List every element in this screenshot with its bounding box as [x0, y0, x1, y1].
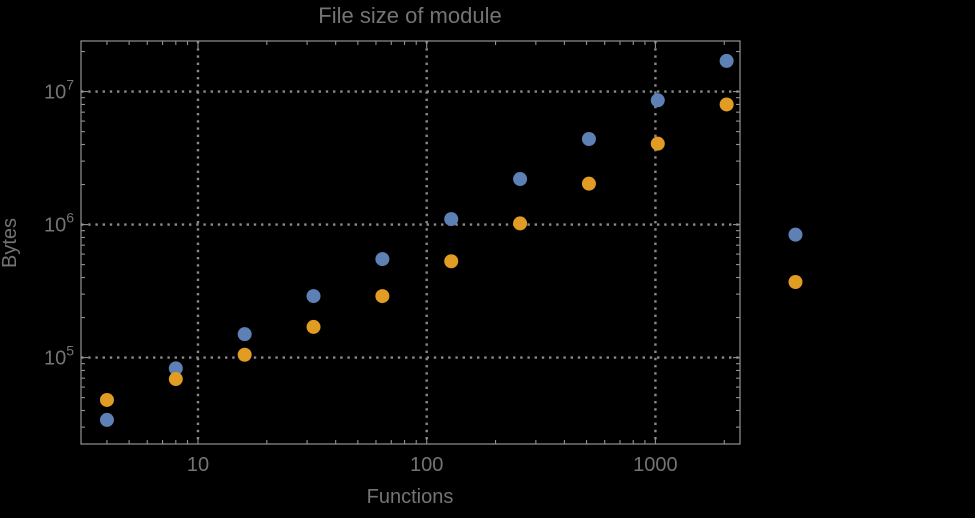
- data-point-blue-x16: [237, 327, 252, 342]
- data-point-orange-x512: [581, 176, 596, 191]
- x-tick-label-10: 10: [187, 454, 209, 476]
- data-point-blue-x64: [375, 252, 390, 267]
- data-point-blue-x4096: [788, 227, 803, 242]
- y-tick-label-10e5: 105: [44, 343, 74, 370]
- y-tick-exponent: 6: [66, 210, 74, 226]
- data-point-orange-x2048: [719, 97, 734, 112]
- data-point-orange-x64: [375, 289, 390, 304]
- data-points: [99, 53, 803, 427]
- data-point-blue-x2048: [719, 53, 734, 68]
- chart-title: File size of module: [318, 3, 501, 28]
- data-point-blue-x8: [168, 361, 183, 376]
- y-axis-label: Bytes: [0, 218, 21, 268]
- x-tick-label-100: 100: [410, 454, 443, 476]
- y-tick-base: 10: [44, 82, 66, 104]
- data-point-orange-x16: [237, 347, 252, 362]
- data-point-blue-x256: [513, 172, 528, 187]
- y-tick-label-10e7: 107: [44, 77, 74, 104]
- data-point-orange-x32: [306, 319, 321, 334]
- data-point-blue-x4: [99, 412, 114, 427]
- y-tick-base: 10: [44, 348, 66, 370]
- x-axis-label: Functions: [367, 486, 454, 508]
- data-point-blue-x32: [306, 289, 321, 304]
- y-tick-base: 10: [44, 215, 66, 237]
- y-tick-exponent: 5: [66, 343, 74, 359]
- data-point-blue-x128: [444, 212, 459, 227]
- x-tick-labels: 10 100 1000: [187, 454, 678, 476]
- data-point-blue-x1024: [650, 93, 665, 108]
- y-tick-label-10e6: 106: [44, 210, 74, 237]
- data-point-orange-x256: [513, 216, 528, 231]
- gridlines: [81, 41, 740, 444]
- data-point-orange-x4: [99, 392, 114, 407]
- data-point-orange-x1024: [650, 136, 665, 151]
- plot-frame: [80, 40, 741, 445]
- axis-ticks: [81, 41, 740, 444]
- data-point-orange-x4096: [788, 275, 803, 290]
- data-point-orange-x8: [168, 372, 183, 387]
- x-tick-label-1000: 1000: [633, 454, 678, 476]
- data-point-orange-x128: [444, 254, 459, 269]
- data-point-blue-x512: [581, 131, 596, 146]
- y-tick-exponent: 7: [66, 77, 74, 93]
